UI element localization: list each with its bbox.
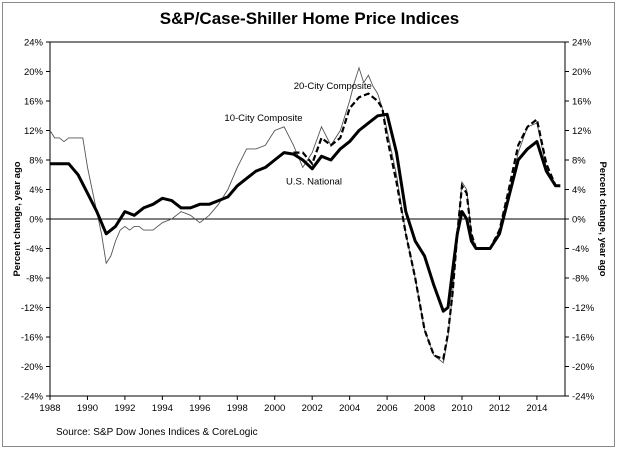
y-tick-label-right: -12%	[572, 303, 595, 314]
y-axis-label-right: Percent change, year ago	[597, 161, 608, 276]
y-tick-label-right: 4%	[572, 185, 586, 196]
y-axis-label-left: Percent change, year ago	[12, 161, 23, 276]
x-tick-label: 1998	[227, 403, 248, 414]
x-tick-label: 2012	[489, 403, 510, 414]
y-tick-label-right: -8%	[572, 274, 589, 285]
y-tick-label-right: -20%	[572, 362, 595, 373]
x-tick-label: 1992	[114, 403, 135, 414]
y-tick-label-left: 12%	[24, 126, 44, 137]
y-tick-label-right: -24%	[572, 392, 595, 403]
y-tick-label-left: 20%	[24, 67, 44, 78]
y-tick-label-left: -8%	[26, 274, 43, 285]
source-note: Source: S&P Dow Jones Indices & CoreLogi…	[56, 427, 258, 438]
series-line-10-city-composite	[49, 66, 561, 364]
series-annotation: 20-City Composite	[294, 81, 372, 92]
y-tick-label-right: 0%	[572, 215, 586, 226]
y-tick-label-right: 12%	[572, 126, 592, 137]
y-tick-label-left: -16%	[21, 333, 44, 344]
x-tick-label: 1996	[189, 403, 210, 414]
y-tick-label-right: -4%	[572, 244, 589, 255]
x-tick-label: 2008	[414, 403, 435, 414]
y-tick-label-left: 24%	[24, 38, 44, 49]
x-tick-label: 1994	[152, 403, 173, 414]
y-tick-label-left: 0%	[29, 215, 43, 226]
x-tick-label: 2006	[377, 403, 398, 414]
y-tick-label-left: 16%	[24, 97, 44, 108]
chart-title: S&P/Case-Shiller Home Price Indices	[159, 9, 460, 28]
y-tick-label-right: 8%	[572, 156, 586, 167]
series-line-u-s-national	[50, 112, 561, 313]
x-tick-label: 1990	[77, 403, 98, 414]
y-tick-label-left: -20%	[21, 362, 44, 373]
series-annotation: 10-City Composite	[224, 113, 302, 124]
y-tick-label-right: 20%	[572, 67, 592, 78]
y-tick-label-left: -24%	[21, 392, 44, 403]
series-annotation: U.S. National	[286, 176, 342, 187]
y-tick-label-right: 16%	[572, 97, 592, 108]
x-tick-label: 2010	[451, 403, 472, 414]
x-tick-label: 2004	[339, 403, 360, 414]
x-tick-label: 2014	[526, 403, 547, 414]
y-tick-label-right: -16%	[572, 333, 595, 344]
y-tick-label-left: 8%	[29, 156, 43, 167]
y-tick-label-left: -4%	[26, 244, 43, 255]
x-tick-label: 2002	[302, 403, 323, 414]
y-tick-label-left: 4%	[29, 185, 43, 196]
x-tick-label: 2000	[264, 403, 285, 414]
y-tick-label-left: -12%	[21, 303, 44, 314]
x-tick-label: 1988	[39, 403, 60, 414]
chart-frame	[2, 2, 615, 447]
series-line-20-city-composite	[293, 92, 561, 361]
y-tick-label-right: 24%	[572, 38, 592, 49]
